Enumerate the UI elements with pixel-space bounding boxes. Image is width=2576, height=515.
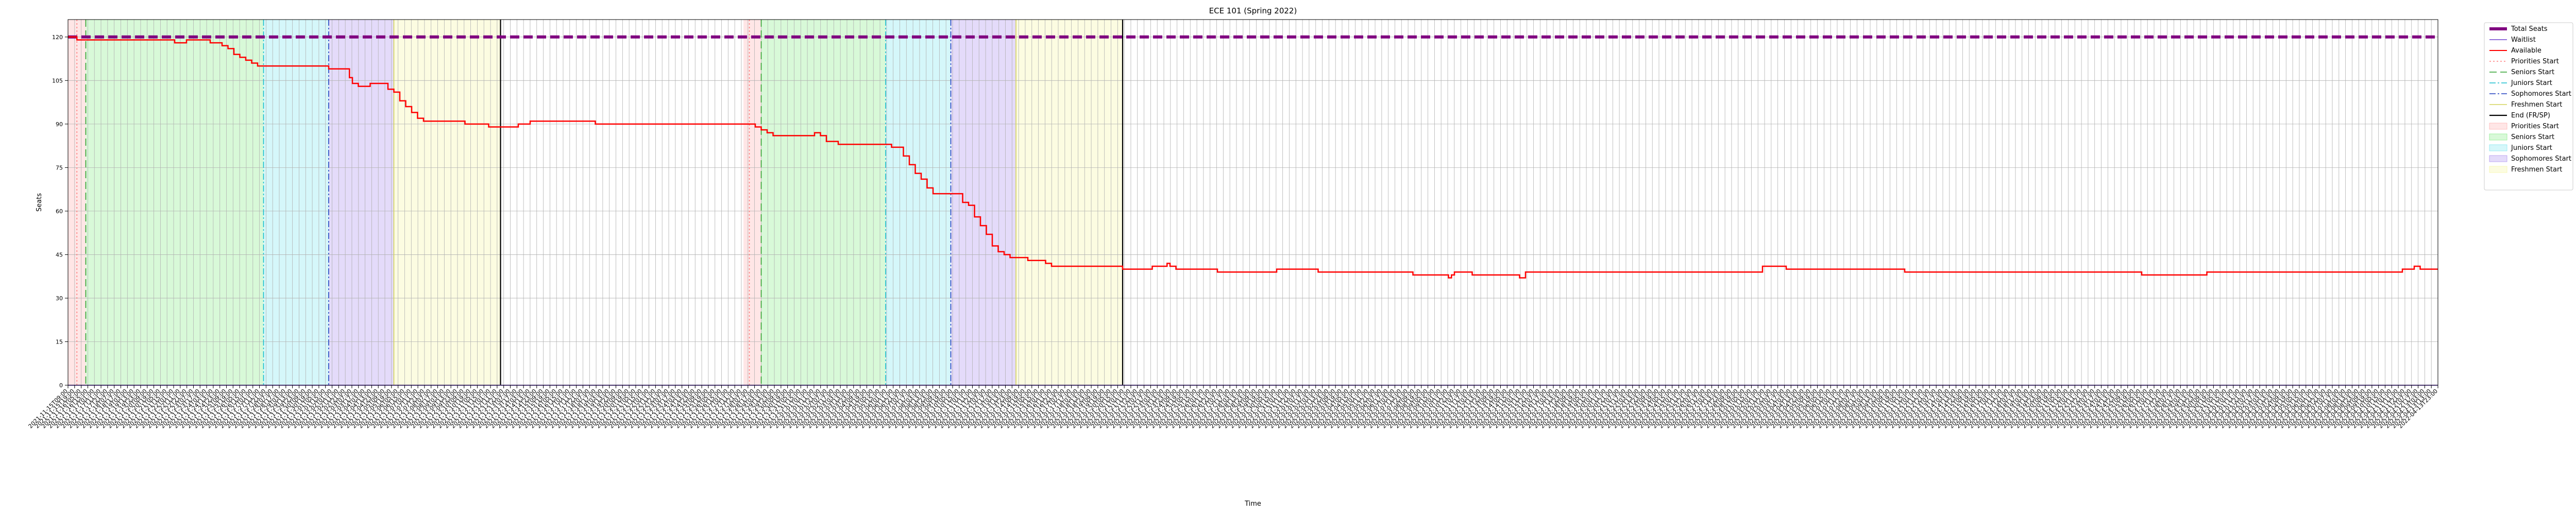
legend-label: Priorities Start	[2511, 58, 2559, 65]
y-tick-label: 0	[59, 382, 63, 389]
x-axis-title: Time	[1244, 500, 1261, 508]
legend-label: Total Seats	[2511, 25, 2548, 33]
legend-label: Priorities Start	[2511, 123, 2559, 130]
y-tick-label: 60	[56, 208, 63, 215]
chart-title: ECE 101 (Spring 2022)	[1209, 6, 1297, 15]
legend-label: Sophomores Start	[2511, 90, 2571, 98]
region-juniors-start	[886, 20, 951, 385]
y-tick-label: 45	[56, 251, 63, 258]
legend-label: Seniors Start	[2511, 68, 2554, 76]
y-tick-label: 90	[56, 121, 63, 128]
legend-label: Waitlist	[2511, 36, 2536, 44]
legend-label: Available	[2511, 47, 2541, 55]
y-tick-label: 75	[56, 164, 63, 171]
region-sophomores-start	[951, 20, 1016, 385]
legend-swatch	[2489, 166, 2507, 173]
y-tick-label: 120	[52, 34, 63, 41]
y-tick-label: 30	[56, 295, 63, 302]
legend-swatch	[2489, 144, 2507, 151]
region-seniors-start	[86, 20, 264, 385]
legend-swatch	[2489, 123, 2507, 130]
legend-box	[2484, 22, 2573, 191]
y-tick-label: 15	[56, 338, 63, 345]
legend-label: Freshmen Start	[2511, 166, 2562, 174]
series-available	[68, 36, 2438, 279]
region-priorities-start	[743, 20, 761, 385]
legend-label: End (FR/SP)	[2511, 112, 2550, 119]
plot-frame	[67, 19, 2438, 386]
legend-label: Juniors Start	[2511, 79, 2552, 87]
legend-label: Juniors Start	[2511, 144, 2552, 152]
legend-label: Freshmen Start	[2511, 101, 2562, 109]
y-axis-title: Seats	[36, 193, 43, 212]
y-tick-label: 105	[52, 77, 63, 84]
legend-swatch	[2489, 155, 2507, 162]
legend-label: Sophomores Start	[2511, 155, 2571, 163]
legend-swatch	[2489, 133, 2507, 141]
legend-label: Seniors Start	[2511, 133, 2554, 141]
region-freshmen-start	[394, 20, 501, 385]
